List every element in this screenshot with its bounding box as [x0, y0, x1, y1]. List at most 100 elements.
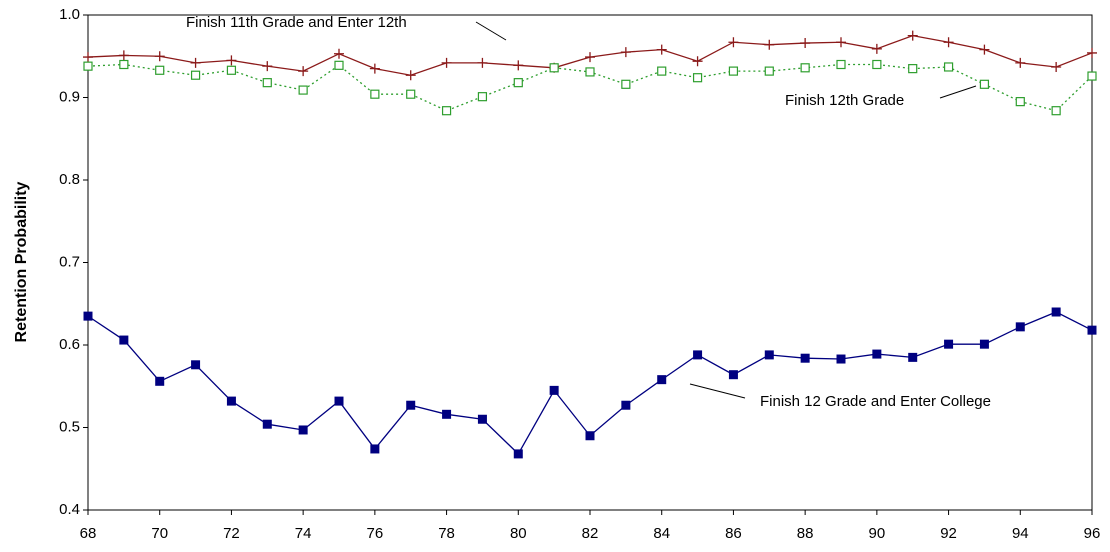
marker-open-square: [836, 59, 846, 70]
leader-line: [939, 85, 977, 99]
marker-square: [944, 339, 954, 349]
marker-plus: [154, 51, 165, 62]
marker-plus: [118, 50, 129, 61]
marker-open-square: [872, 59, 882, 70]
y-tick-label: 0.7: [59, 253, 80, 270]
marker-plus: [620, 47, 631, 58]
marker-open-square: [1087, 71, 1097, 81]
marker-plus: [943, 37, 954, 48]
y-tick-label: 1.0: [59, 6, 80, 23]
marker-square: [155, 376, 165, 386]
leader-line: [475, 21, 507, 41]
marker-plus: [298, 66, 309, 77]
marker-square: [226, 396, 236, 406]
marker-open-square: [441, 106, 452, 116]
marker-square: [406, 400, 416, 410]
marker-open-square: [621, 79, 631, 89]
marker-square: [800, 353, 810, 363]
marker-square: [693, 350, 703, 360]
marker-square: [621, 400, 631, 410]
marker-open-square: [1051, 106, 1061, 116]
y-tick-label: 0.4: [59, 501, 80, 518]
marker-square: [119, 335, 129, 345]
marker-open-square: [657, 66, 667, 76]
marker-open-square: [83, 61, 93, 71]
marker-plus: [477, 57, 488, 68]
x-tick-label: 72: [223, 525, 240, 542]
marker-open-square: [585, 67, 595, 77]
marker-plus: [513, 60, 524, 71]
marker-square: [908, 352, 918, 362]
marker-open-square: [155, 65, 165, 75]
marker-square: [1015, 322, 1025, 332]
y-tick-label: 0.6: [59, 336, 80, 353]
y-tick-label: 0.8: [59, 171, 80, 188]
series-label: Finish 11th Grade and Enter 12th: [186, 14, 407, 31]
marker-plus: [369, 63, 380, 74]
marker-open-square: [764, 66, 774, 76]
marker-plus: [836, 37, 846, 48]
marker-plus: [800, 38, 811, 49]
marker-open-square: [692, 73, 703, 83]
marker-open-square: [119, 59, 129, 70]
marker-open-square: [943, 62, 954, 72]
marker-plus: [1015, 57, 1026, 68]
marker-plus: [728, 37, 739, 48]
marker-plus: [656, 44, 667, 55]
marker-plus: [1087, 47, 1097, 58]
marker-square: [549, 385, 559, 395]
series-label: Finish 12 Grade and Enter College: [760, 393, 991, 410]
marker-square: [836, 354, 846, 364]
marker-square: [657, 375, 667, 385]
marker-plus: [979, 44, 990, 55]
marker-plus: [764, 39, 775, 50]
marker-plus: [871, 43, 882, 54]
marker-open-square: [477, 92, 488, 102]
marker-plus: [226, 55, 237, 66]
x-tick-label: 96: [1084, 525, 1101, 542]
marker-square: [262, 419, 272, 429]
x-tick-label: 74: [295, 525, 312, 542]
marker-square: [728, 370, 738, 380]
marker-open-square: [908, 64, 918, 74]
marker-open-square: [979, 79, 990, 89]
marker-open-square: [406, 89, 416, 99]
x-tick-label: 76: [367, 525, 384, 542]
marker-square: [442, 409, 452, 419]
x-tick-label: 90: [869, 525, 886, 542]
marker-square: [83, 311, 93, 321]
marker-square: [979, 339, 989, 349]
x-tick-label: 88: [797, 525, 814, 542]
x-tick-label: 78: [438, 525, 455, 542]
marker-plus: [692, 56, 703, 67]
x-tick-label: 70: [151, 525, 168, 542]
marker-open-square: [226, 65, 237, 75]
marker-plus: [262, 61, 273, 72]
marker-plus: [585, 52, 595, 63]
marker-square: [191, 360, 201, 370]
marker-plus: [441, 57, 452, 68]
marker-square: [370, 444, 380, 454]
marker-open-square: [262, 78, 272, 88]
marker-plus: [190, 57, 201, 68]
x-tick-label: 86: [725, 525, 742, 542]
x-tick-label: 80: [510, 525, 527, 542]
marker-square: [1051, 307, 1061, 317]
marker-square: [513, 449, 523, 459]
x-tick-label: 82: [582, 525, 599, 542]
marker-plus: [1051, 61, 1062, 72]
marker-plus: [334, 48, 344, 59]
x-tick-label: 68: [80, 525, 97, 542]
marker-open-square: [549, 63, 559, 73]
marker-open-square: [190, 70, 201, 80]
marker-square: [764, 350, 774, 360]
marker-open-square: [513, 78, 523, 88]
marker-open-square: [1015, 97, 1025, 107]
marker-open-square: [728, 66, 739, 76]
marker-square: [872, 349, 882, 359]
marker-open-square: [334, 60, 344, 70]
marker-plus: [907, 30, 918, 41]
y-axis-label: Retention Probability: [13, 181, 30, 342]
marker-square: [1087, 325, 1097, 335]
